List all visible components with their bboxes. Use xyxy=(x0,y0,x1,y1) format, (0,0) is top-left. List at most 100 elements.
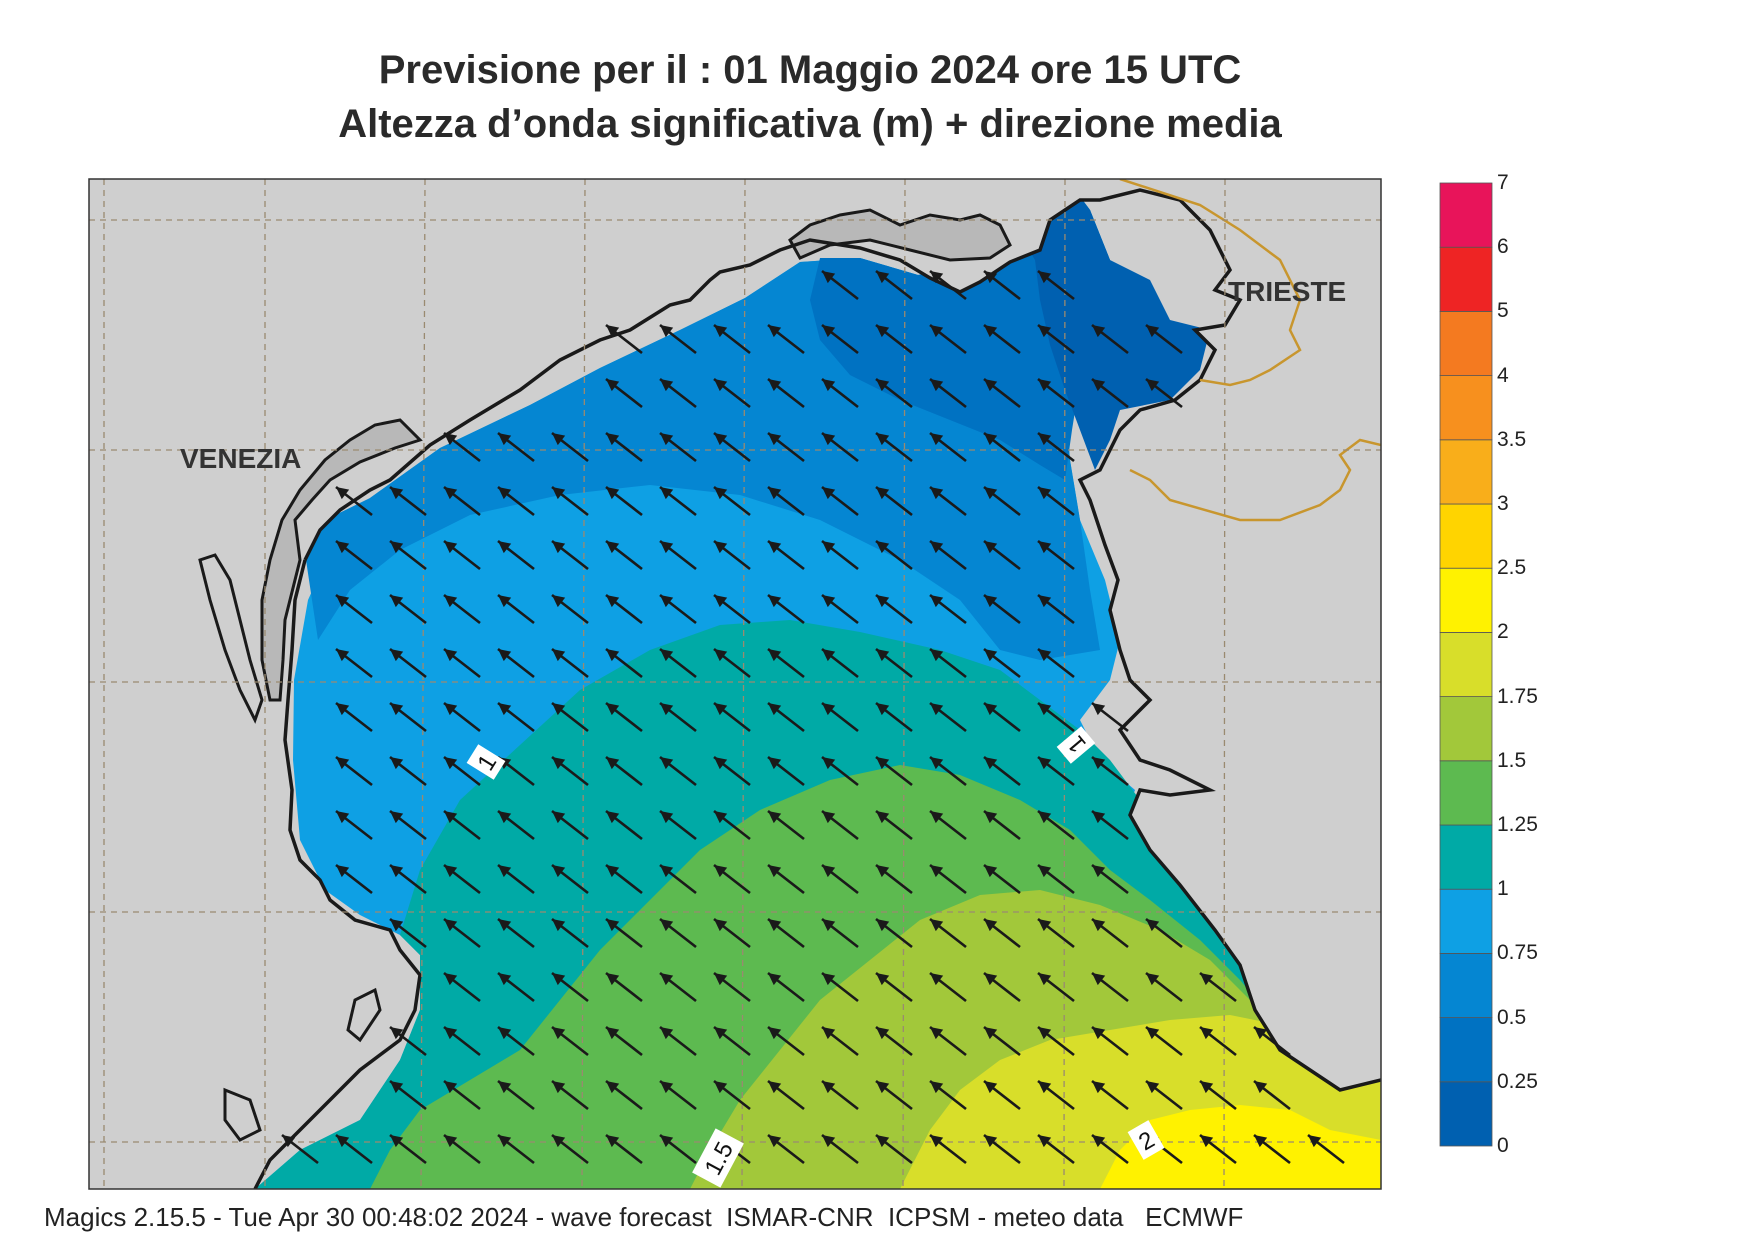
wave-arrow-head xyxy=(552,1027,566,1040)
wave-arrow-head xyxy=(822,595,836,608)
wave-arrow-head xyxy=(822,1081,836,1094)
colorbar-label: 3 xyxy=(1497,492,1509,515)
wave-arrow-head xyxy=(768,325,782,338)
colorbar-label: 1.75 xyxy=(1497,684,1538,708)
colorbar-label: 0.75 xyxy=(1497,941,1538,965)
colorbar xyxy=(1439,182,1493,1147)
wave-arrow-head xyxy=(1308,1135,1322,1148)
colorbar-swatch xyxy=(1439,246,1493,312)
wave-arrow-head xyxy=(768,541,782,554)
wave-arrow-head xyxy=(876,811,890,824)
wave-arrow-head xyxy=(444,649,458,662)
wave-arrow-head xyxy=(930,757,944,770)
wave-arrow-head xyxy=(876,649,890,662)
wave-arrow-head xyxy=(444,973,458,986)
wave-arrow-head xyxy=(444,541,458,554)
wave-arrow-head xyxy=(1038,487,1052,500)
wave-arrow-head xyxy=(1092,325,1106,338)
colorbar-swatch xyxy=(1439,503,1493,569)
wave-arrow-head xyxy=(660,1027,674,1040)
wave-arrow-head xyxy=(1038,1027,1052,1040)
colorbar-label: 1.5 xyxy=(1497,748,1527,772)
colorbar-swatch xyxy=(1439,310,1493,376)
wave-arrow-head xyxy=(660,325,674,338)
wave-arrow-head xyxy=(930,379,944,392)
wave-arrow-head xyxy=(1146,325,1160,338)
wave-arrow-head xyxy=(768,433,782,446)
wave-arrow-head xyxy=(552,541,566,554)
wave-arrow-head xyxy=(714,487,728,500)
wave-arrow-head xyxy=(1200,1027,1214,1040)
wave-arrow-head xyxy=(822,1027,836,1040)
wave-arrow-head xyxy=(930,487,944,500)
wave-arrow-head xyxy=(876,703,890,716)
wave-arrow-head xyxy=(660,865,674,878)
wave-arrow-head xyxy=(552,433,566,446)
colorbar-swatch xyxy=(1439,953,1493,1019)
wave-arrow-head xyxy=(660,595,674,608)
wave-arrow-head xyxy=(498,1081,512,1094)
wave-arrow-head xyxy=(390,757,404,770)
colorbar-swatch xyxy=(1439,375,1493,441)
wave-arrow-head xyxy=(984,757,998,770)
wave-arrow-head xyxy=(714,973,728,986)
wave-arrow-head xyxy=(552,1135,566,1148)
wave-arrow-head xyxy=(1092,703,1106,716)
wave-arrow-head xyxy=(1092,1135,1106,1148)
wave-arrow-head xyxy=(714,703,728,716)
colorbar-label: 1.25 xyxy=(1497,813,1538,836)
wave-arrow-head xyxy=(390,811,404,824)
wave-arrow-head xyxy=(768,649,782,662)
map-frame xyxy=(88,178,1382,1190)
colorbar-swatch xyxy=(1439,760,1493,826)
wave-arrow-head xyxy=(822,433,836,446)
wave-arrow-head xyxy=(876,1081,890,1094)
wave-arrow-head xyxy=(552,973,566,986)
wave-arrow-head xyxy=(336,487,350,500)
wave-arrow-head xyxy=(822,271,836,284)
wave-arrow-head xyxy=(390,865,404,878)
wave-arrow-head xyxy=(660,811,674,824)
wave-arrow-head xyxy=(1200,973,1214,986)
wave-arrow-head xyxy=(984,595,998,608)
wave-arrow-head xyxy=(1254,1135,1268,1148)
wave-arrow-head xyxy=(984,1027,998,1040)
wave-arrow-head xyxy=(714,379,728,392)
wave-arrow-head xyxy=(930,541,944,554)
wave-arrow-head xyxy=(606,649,620,662)
wave-arrow-head xyxy=(822,919,836,932)
wave-arrow-head xyxy=(606,1027,620,1040)
wave-arrow-head xyxy=(1038,919,1052,932)
colorbar-swatch xyxy=(1439,696,1493,762)
wave-arrow-head xyxy=(1038,1135,1052,1148)
wave-arrow-head xyxy=(336,649,350,662)
wave-arrow-head xyxy=(1038,325,1052,338)
place-label-venezia: VENEZIA xyxy=(180,443,301,474)
wave-arrow-head xyxy=(498,541,512,554)
wave-arrow-head xyxy=(768,595,782,608)
wave-arrow-head xyxy=(1038,865,1052,878)
wave-arrow-head xyxy=(444,1135,458,1148)
wave-arrow-head xyxy=(876,919,890,932)
wave-arrow-head xyxy=(282,1135,296,1148)
wave-arrow-head xyxy=(606,865,620,878)
wave-arrow-head xyxy=(552,487,566,500)
wave-arrow-head xyxy=(1146,379,1160,392)
wave-arrow-head xyxy=(984,1081,998,1094)
wave-arrow-head xyxy=(822,379,836,392)
wave-arrow-head xyxy=(714,325,728,338)
sea-band-0.25-0.5 xyxy=(810,190,1110,480)
wave-arrow-head xyxy=(1038,433,1052,446)
wave-arrow-head xyxy=(498,703,512,716)
wave-arrow-head xyxy=(1146,919,1160,932)
wave-arrow-head xyxy=(498,1135,512,1148)
colorbar-swatch xyxy=(1439,824,1493,890)
wave-arrow-head xyxy=(1092,811,1106,824)
wave-arrow-head xyxy=(714,541,728,554)
wave-arrow-head xyxy=(606,325,620,338)
wave-arrow-head xyxy=(930,1081,944,1094)
wave-arrow-head xyxy=(1038,649,1052,662)
colorbar-swatch xyxy=(1439,1017,1493,1083)
wave-arrow-head xyxy=(876,1135,890,1148)
wave-arrow-head xyxy=(660,1135,674,1148)
